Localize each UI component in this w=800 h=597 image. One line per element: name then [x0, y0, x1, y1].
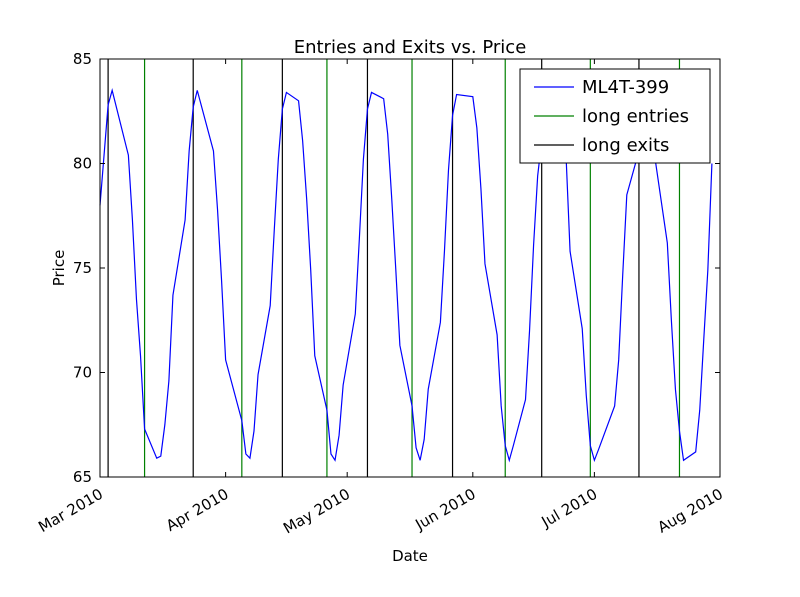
y-axis-label: Price — [50, 250, 68, 287]
legend-label: long entries — [582, 106, 689, 127]
legend-label: long exits — [582, 135, 669, 156]
y-tick-label: 70 — [73, 364, 92, 382]
y-tick-label: 85 — [73, 50, 92, 68]
y-tick-label: 75 — [73, 259, 92, 277]
y-tick-label: 65 — [73, 468, 92, 486]
price-line — [99, 87, 713, 463]
legend-label: ML4T-399 — [582, 77, 669, 98]
y-tick-label: 80 — [73, 155, 92, 173]
x-axis-label: Date — [392, 547, 428, 565]
chart-title: Entries and Exits vs. Price — [294, 37, 527, 58]
